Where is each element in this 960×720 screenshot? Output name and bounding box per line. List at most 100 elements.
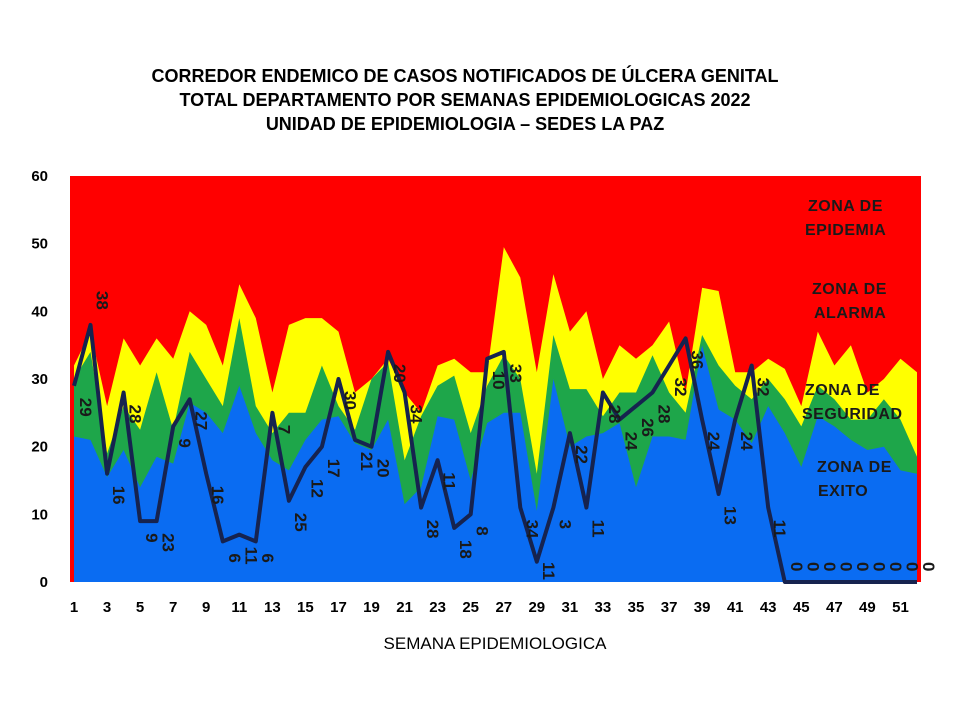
data-label: 0 [869,562,888,571]
data-label: 6 [225,553,244,562]
data-label: 0 [820,562,839,571]
data-label: 7 [274,425,293,434]
data-label: 34 [522,520,541,539]
data-label: 20 [374,459,393,478]
data-label: 3 [555,520,574,529]
x-tick-label: 3 [103,599,111,616]
x-tick-label: 31 [562,599,579,616]
data-label: 8 [473,526,492,535]
x-tick-label: 15 [297,599,314,616]
data-label: 0 [903,562,922,571]
data-label: 11 [770,520,789,538]
data-label: 10 [489,371,508,390]
data-label: 0 [886,562,905,571]
zone-seguridad-label-2: SEGURIDAD [802,406,903,423]
x-tick-label: 45 [793,599,810,616]
data-label: 16 [109,486,128,505]
chart-title-line-3: UNIDAD DE EPIDEMIOLOGIA – SEDES LA PAZ [265,114,665,134]
x-tick-label: 21 [396,599,413,616]
data-label: 9 [142,533,161,542]
x-tick-label: 43 [760,599,777,616]
x-axis-title: SEMANA EPIDEMIOLOGICA [384,634,608,653]
x-tick-label: 33 [595,599,612,616]
data-label: 0 [787,562,806,571]
data-label: 18 [456,540,475,559]
data-label: 12 [307,479,326,498]
x-tick-label: 23 [429,599,446,616]
data-label: 22 [572,445,591,464]
data-label: 21 [357,452,376,471]
zone-epidemia-label-2: EPIDEMIA [805,222,886,239]
data-label: 11 [539,562,558,580]
data-label: 0 [803,562,822,571]
zone-areas [74,247,917,582]
chart-title-line-2: TOTAL DEPARTAMENTO POR SEMANAS EPIDEMIOL… [179,90,751,110]
x-tick-label: 11 [231,599,247,616]
data-label: 33 [506,364,525,383]
data-label: 11 [241,547,260,565]
x-tick-label: 1 [70,599,78,616]
data-label: 0 [836,562,855,571]
y-tick-label: 30 [31,371,48,388]
x-tick-label: 25 [462,599,479,616]
x-tick-label: 35 [628,599,645,616]
x-tick-label: 27 [495,599,512,616]
zone-alarma-label-2: ALARMA [814,305,886,322]
y-tick-label: 40 [31,303,48,320]
zone-exito-label-1: ZONA DE [817,459,892,476]
x-tick-label: 49 [859,599,876,616]
y-tick-label: 10 [31,506,48,523]
data-label: 11 [440,472,459,490]
data-label: 9 [175,438,194,447]
x-tick-label: 13 [264,599,281,616]
cases-line [72,322,917,584]
data-label: 0 [919,562,938,571]
data-label: 27 [192,411,211,430]
data-label: 13 [721,506,740,525]
data-label: 38 [93,291,112,310]
x-tick-label: 9 [202,599,210,616]
y-tick-label: 50 [31,236,48,253]
y-axis: 0 10 20 30 40 50 60 [31,168,48,591]
zone-seguridad-label-1: ZONA DE [805,382,880,399]
data-label: 36 [688,350,707,369]
data-label: 6 [258,553,277,562]
data-label: 0 [853,562,872,571]
x-tick-label: 47 [826,599,843,616]
data-label: 25 [291,513,310,532]
x-tick-label: 29 [528,599,545,616]
data-label: 34 [407,405,426,424]
x-tick-label: 19 [363,599,380,616]
data-label: 23 [159,533,178,552]
x-tick-label: 17 [330,599,347,616]
data-label: 24 [704,432,723,451]
zone-epidemia-label-1: ZONA DE [808,198,883,215]
data-label: 20 [390,364,409,383]
x-tick-label: 39 [694,599,711,616]
data-label: 28 [655,405,674,424]
data-label: 16 [208,486,227,505]
x-tick-label: 37 [661,599,678,616]
zone-alarma-label-1: ZONA DE [812,281,887,298]
x-tick-label: 51 [892,599,909,616]
chart-title-line-1: CORREDOR ENDEMICO DE CASOS NOTIFICADOS D… [151,66,779,86]
data-label: 24 [622,432,641,451]
x-tick-label: 5 [136,599,144,616]
data-label: 28 [423,520,442,539]
y-tick-label: 60 [31,168,48,185]
x-tick-label: 41 [727,599,744,616]
data-label: 17 [324,459,343,478]
x-tick-label: 7 [169,599,177,616]
data-label: 29 [76,398,95,417]
x-axis: 1 3 5 7 9 11 13 15 17 19 21 23 25 27 29 31 33 35 37 39 41 43 4… [70,599,909,616]
y-tick-label: 20 [31,439,48,456]
data-label: 28 [126,405,145,424]
y-tick-label: 0 [40,574,48,591]
data-label: 32 [754,378,773,397]
zone-exito-area [74,345,917,582]
data-label: 28 [605,405,624,424]
data-label: 24 [737,432,756,451]
data-label: 30 [341,391,360,410]
data-label: 26 [638,418,657,437]
